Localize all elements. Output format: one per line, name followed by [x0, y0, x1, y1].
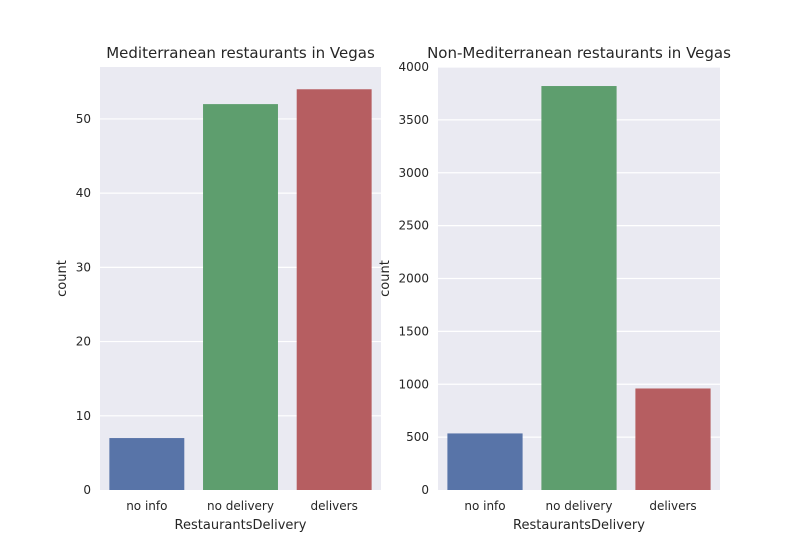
x-tick-label: no info: [464, 499, 505, 513]
bar-no-info: [109, 438, 185, 490]
y-tick-label: 2500: [398, 219, 429, 233]
x-tick-labels-mediterranean: no info no delivery delivers: [126, 499, 358, 513]
chart-title-mediterranean: Mediterranean restaurants in Vegas: [106, 44, 375, 62]
x-tick-label: no delivery: [207, 499, 274, 513]
y-tick-label: 2000: [398, 272, 429, 286]
bar-delivers: [635, 388, 711, 490]
x-axis-label-non-mediterranean: RestaurantsDelivery: [513, 518, 645, 533]
y-tick-label: 3500: [398, 113, 429, 127]
bar-delivers: [296, 89, 372, 491]
y-tick-labels-mediterranean: 0 10 20 30 40 50: [76, 112, 91, 497]
y-axis-label-non-mediterranean: count: [378, 260, 393, 297]
bar-no-info: [447, 433, 523, 490]
x-tick-label: no info: [126, 499, 167, 513]
y-tick-label: 40: [76, 186, 91, 200]
bars-non-mediterranean: [447, 86, 711, 490]
y-tick-label: 500: [406, 430, 429, 444]
y-axis-label-mediterranean: count: [55, 260, 70, 297]
y-tick-label: 4000: [398, 60, 429, 74]
chart-mediterranean: 0 10 20 30 40 50 no info no delivery delivers M…: [55, 44, 381, 533]
x-axis-label-mediterranean: RestaurantsDelivery: [175, 518, 307, 533]
y-tick-label: 30: [76, 260, 91, 274]
y-tick-label: 1500: [398, 324, 429, 338]
y-tick-label: 10: [76, 409, 91, 423]
bar-no-delivery: [541, 86, 617, 490]
y-tick-label: 50: [76, 112, 91, 126]
y-tick-label: 1000: [398, 377, 429, 391]
y-tick-label: 3000: [398, 166, 429, 180]
y-tick-label: 20: [76, 335, 91, 349]
chart-non-mediterranean: 0 500 1000 1500 2000 2500 3000 3500 4000 no info…: [378, 44, 731, 533]
y-tick-labels-non-mediterranean: 0 500 1000 1500 2000 2500 3000 3500 4000: [398, 60, 429, 497]
x-tick-label: delivers: [649, 499, 696, 513]
x-tick-label: delivers: [310, 499, 357, 513]
x-tick-labels-non-mediterranean: no info no delivery delivers: [464, 499, 696, 513]
bars-mediterranean: [109, 89, 372, 491]
chart-title-non-mediterranean: Non-Mediterranean restaurants in Vegas: [427, 44, 731, 62]
x-tick-label: no delivery: [546, 499, 613, 513]
y-tick-label: 0: [421, 483, 429, 497]
bar-no-delivery: [203, 104, 278, 491]
y-tick-label: 0: [83, 483, 91, 497]
